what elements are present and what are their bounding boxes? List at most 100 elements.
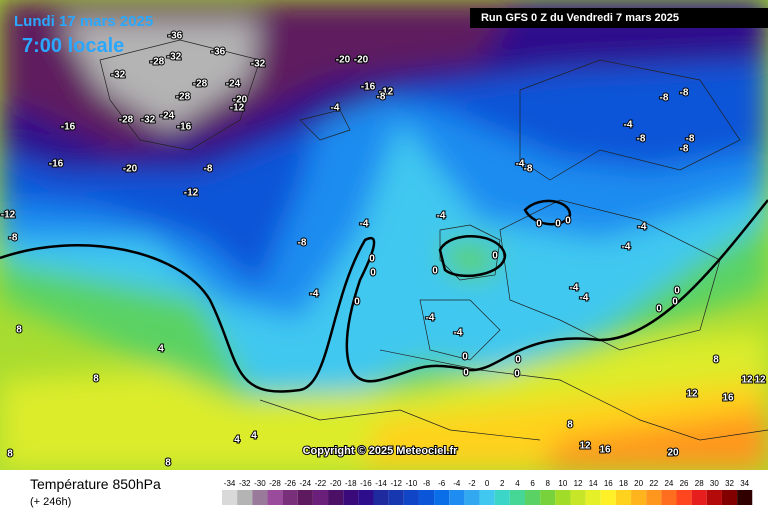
map-title: Température 850hPa (30, 476, 161, 492)
contour-label: 0 (370, 268, 376, 279)
legend-swatch (600, 490, 616, 505)
legend-label: -26 (284, 479, 296, 488)
contour-label: -8 (9, 233, 18, 244)
contour-label: 8 (7, 449, 13, 460)
contour-label: -28 (193, 79, 208, 90)
legend-label: 16 (604, 479, 613, 488)
legend-label: 10 (558, 479, 567, 488)
contour-label: -8 (686, 134, 695, 145)
legend-label: -16 (360, 479, 372, 488)
contour-label: -12 (379, 87, 394, 98)
legend-label: 28 (695, 479, 704, 488)
contour-label: 4 (234, 435, 240, 446)
contour-label: -4 (437, 211, 446, 222)
legend-label: 22 (649, 479, 658, 488)
contour-label: 0 (555, 219, 561, 230)
legend-swatch (691, 490, 707, 505)
legend-label: 12 (574, 479, 583, 488)
copyright: Copyright © 2025 Meteociel.fr (303, 445, 459, 457)
contour-label: 4 (251, 431, 257, 442)
contour-label: 0 (369, 254, 375, 265)
legend-swatch (312, 490, 329, 505)
contour-label: -4 (516, 159, 525, 170)
forecast-time: 7:00 locale (22, 35, 124, 57)
legend-swatch (706, 490, 722, 505)
contour-label: -16 (177, 122, 192, 133)
legend-label: -6 (438, 479, 446, 488)
contour-label: -32 (167, 52, 182, 63)
contour-label: -4 (570, 283, 579, 294)
legend-label: -24 (300, 479, 312, 488)
legend-label: -34 (224, 479, 236, 488)
contour-label: 0 (432, 266, 438, 277)
legend-label: 26 (680, 479, 689, 488)
contour-label: -8 (680, 88, 689, 99)
legend-label: -22 (315, 479, 327, 488)
contour-label: 0 (492, 251, 498, 262)
contour-label: -4 (622, 242, 631, 253)
run-info-band (470, 8, 768, 28)
lead-time: (+ 246h) (30, 496, 71, 508)
legend-label: 20 (634, 479, 643, 488)
legend-label: -32 (239, 479, 251, 488)
legend-swatch (343, 490, 359, 505)
legend-label: -2 (468, 479, 476, 488)
contour-label: -16 (49, 159, 64, 170)
contour-label: 8 (16, 325, 22, 336)
legend-swatch (464, 490, 480, 505)
contour-labels: -36-32-28-36-32-28 -24-20-12-28-32-28 -32-… (0, 30, 767, 470)
zero-isotherm (0, 199, 768, 393)
legend-swatch (328, 490, 344, 505)
legend-label: -4 (453, 479, 461, 488)
contour-label: -32 (141, 115, 156, 126)
legend-swatch (585, 490, 601, 505)
contour-label: 0 (462, 352, 468, 363)
legend-label: -8 (423, 479, 431, 488)
contour-label: 8 (567, 420, 573, 431)
legend-swatch (721, 490, 738, 505)
legend-swatch (373, 490, 389, 505)
contour-label: 0 (656, 304, 662, 315)
contour-label: 0 (565, 216, 571, 227)
contour-label: 12 (579, 441, 591, 452)
color-legend: -34 -32 -30 -28 -26 -24 -22 -20 -18 -16 -14 -12 -10-… (222, 479, 753, 505)
legend-label: 2 (500, 479, 505, 488)
contour-label: -4 (331, 103, 340, 114)
legend-swatch (403, 490, 419, 505)
legend-swatch (267, 490, 283, 505)
legend-swatch (737, 490, 753, 505)
legend-swatch (297, 490, 313, 505)
contour-label: -4 (454, 328, 463, 339)
legend-label: 6 (530, 479, 535, 488)
legend-swatch (418, 490, 435, 505)
contour-label: -4 (624, 120, 633, 131)
legend-swatch (494, 490, 510, 505)
legend-swatch (661, 490, 677, 505)
legend-swatch (282, 490, 298, 505)
contour-label: -28 (150, 57, 165, 68)
contour-label: 12 (754, 375, 766, 386)
legend-swatch (222, 490, 238, 505)
legend-label: 30 (710, 479, 719, 488)
contour-label: 0 (354, 297, 360, 308)
legend-swatch (479, 490, 495, 505)
coastlines (99, 39, 768, 441)
legend-swatch (646, 490, 662, 505)
legend-swatch (540, 490, 556, 505)
contour-label: 16 (599, 445, 611, 456)
contour-label: -4 (580, 293, 589, 304)
contour-label: -8 (660, 93, 669, 104)
legend-swatch (509, 490, 525, 505)
legend-swatch (449, 490, 465, 505)
legend-label: 14 (589, 479, 598, 488)
contour-label: 4 (158, 344, 164, 355)
contour-label: 0 (672, 297, 678, 308)
contour-label: -8 (377, 92, 386, 103)
legend-swatch (525, 490, 541, 505)
legend-label: 0 (485, 479, 490, 488)
contour-label: -4 (360, 219, 369, 230)
legend-label: 32 (725, 479, 734, 488)
legend-swatch (615, 490, 632, 505)
